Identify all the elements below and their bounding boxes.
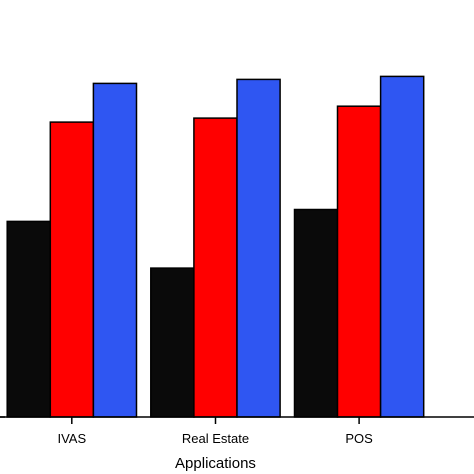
bar-real-estate-series-2 [193,117,238,418]
x-tick-label: POS [345,431,373,446]
bar-ivas-series-1 [6,220,52,418]
x-tick-label: IVAS [57,431,86,446]
bar-real-estate-series-1 [150,267,195,418]
x-tick-label: Real Estate [182,431,249,446]
bars-group [6,75,425,418]
x-ticks-group: IVAS Real Estate POS [57,417,373,446]
bar-pos-series-2 [336,105,382,418]
bar-ivas-series-3 [92,82,138,418]
bar-ivas-series-2 [49,121,95,418]
bar-pos-series-3 [379,75,425,418]
bar-real-estate-series-3 [236,78,281,418]
x-axis-title: Applications [175,455,256,472]
bar-pos-series-1 [293,208,339,418]
